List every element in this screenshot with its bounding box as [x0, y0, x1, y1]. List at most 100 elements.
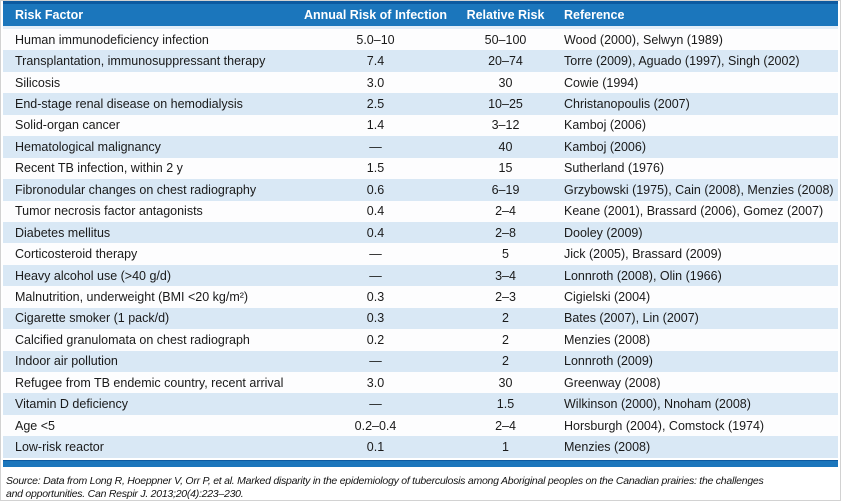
cell-relative-risk: 30 [498, 75, 513, 90]
cell-risk-factor: Low-risk reactor [15, 440, 104, 455]
cell-relative-risk: 1.5 [496, 397, 515, 412]
cell-relative-risk: 2–4 [495, 204, 516, 219]
header-separator [3, 26, 838, 29]
cell-risk-factor: Vitamin D deficiency [15, 397, 129, 412]
cell-reference: Cowie (1994) [564, 75, 639, 90]
cell-risk-factor: End-stage renal disease on hemodialysis [15, 97, 243, 112]
cell-reference: Menzies (2008) [564, 440, 651, 455]
cell-risk-factor: Tumor necrosis factor antagonists [15, 204, 203, 219]
cell-reference: Kamboj (2006) [564, 139, 646, 154]
cell-risk-factor: Heavy alcohol use (>40 g/d) [15, 268, 171, 283]
cell-reference: Keane (2001), Brassard (2006), Gomez (20… [564, 204, 824, 219]
cell-relative-risk: 3–12 [491, 118, 520, 133]
cell-annual-risk: 1.4 [366, 118, 385, 133]
source-note: Source: Data from Long R, Hoeppner V, Or… [1, 467, 840, 500]
table-row: Recent TB infection, within 2 y 1.5 15 Suth… [3, 157, 838, 180]
table-row: Human immunodeficiency infection 5.0–10 50… [3, 29, 838, 51]
column-header-risk-factor: Risk Factor [15, 8, 84, 22]
cell-reference: Grzybowski (1975), Cain (2008), Menzies … [564, 182, 834, 197]
cell-relative-risk: 2 [502, 354, 509, 369]
cell-risk-factor: Calcified granulomata on chest radiograp… [15, 332, 250, 347]
cell-risk-factor: Human immunodeficiency infection [15, 32, 209, 47]
cell-relative-risk: 15 [498, 161, 513, 176]
cell-annual-risk: 0.2–0.4 [354, 418, 397, 433]
table-row: Calcified granulomata on chest radiograp… [3, 329, 838, 351]
cell-risk-factor: Diabetes mellitus [15, 225, 111, 240]
cell-risk-factor: Cigarette smoker (1 pack/d) [15, 311, 170, 326]
cell-reference: Lonnroth (2008), Olin (1966) [564, 268, 722, 283]
cell-relative-risk: 2 [502, 311, 509, 326]
table-body: Human immunodeficiency infection 5.0–10 5 0… [3, 29, 838, 458]
table-row: Solid-organ cancer 1.4 3–12 Kamboj (2006) [3, 114, 838, 137]
table-row: Heavy alcohol use (>40 g/d) — 3–4 Lonnroth … [3, 264, 838, 287]
table-row: Refugee from TB endemic country, recent … [3, 372, 838, 394]
table-row: Cigarette smoker (1 pack/d) 0.3 2 Bates (20… [3, 307, 838, 330]
table-row: Low-risk reactor 0.1 1 Menzies (2008) [3, 436, 838, 458]
table-top-border [3, 1, 838, 4]
cell-risk-factor: Hematological malignancy [15, 139, 161, 154]
cell-relative-risk: 5 [502, 247, 509, 262]
table-row: Corticosteroid therapy — 5 Jick (2005), Bra… [3, 243, 838, 265]
column-header-annual-risk: Annual Risk of Infection [303, 8, 448, 22]
cell-annual-risk: 5.0–10 [356, 32, 395, 47]
cell-reference: Wilkinson (2000), Nnoham (2008) [564, 397, 751, 412]
cell-reference: Torre (2009), Aguado (1997), Singh (2002… [564, 54, 800, 69]
cell-relative-risk: 2–3 [495, 289, 516, 304]
cell-annual-risk: 0.6 [366, 182, 385, 197]
table-row: Malnutrition, underweight (BMI <20 kg/m²… [3, 286, 838, 308]
cell-annual-risk: 0.4 [366, 204, 385, 219]
cell-annual-risk: 1.5 [366, 161, 385, 176]
cell-relative-risk: 3–4 [495, 268, 516, 283]
cell-reference: Cigielski (2004) [564, 289, 651, 304]
table-row: Hematological malignancy — 40 Kamboj (2006) [3, 136, 838, 158]
cell-risk-factor: Solid-organ cancer [15, 118, 120, 133]
source-note-line1: Source: Data from Long R, Hoeppner V, Or… [6, 474, 764, 487]
cell-reference: Dooley (2009) [564, 225, 643, 240]
cell-relative-risk: 2 [502, 332, 509, 347]
cell-annual-risk: 3.0 [366, 75, 385, 90]
cell-reference: Lonnroth (2009) [564, 354, 653, 369]
table-row: Silicosis 3.0 30 Cowie (1994) [3, 71, 838, 94]
table-header-row: Risk Factor Annual Risk of Infection Rel… [3, 4, 838, 26]
cell-annual-risk: 0.4 [366, 225, 385, 240]
cell-reference: Horsburgh (2004), Comstock (1974) [564, 418, 765, 433]
cell-reference: Greenway (2008) [564, 375, 661, 390]
cell-reference: Wood (2000), Selwyn (1989) [564, 32, 723, 47]
table-row: Diabetes mellitus 0.4 2–8 Dooley (2009) [3, 221, 838, 244]
cell-risk-factor: Silicosis [15, 75, 61, 90]
cell-annual-risk: 3.0 [366, 375, 385, 390]
cell-annual-risk: 0.3 [366, 289, 385, 304]
column-header-reference: Reference [564, 8, 625, 22]
cell-reference: Kamboj (2006) [564, 118, 646, 133]
cell-annual-risk: — [369, 139, 382, 154]
cell-annual-risk: — [369, 247, 382, 262]
cell-risk-factor: Fibronodular changes on chest radiograph… [15, 182, 257, 197]
table-row: Indoor air pollution — 2 Lonnroth (2009) [3, 350, 838, 372]
cell-reference: Bates (2007), Lin (2007) [564, 311, 699, 326]
cell-annual-risk: 0.2 [366, 332, 385, 347]
cell-annual-risk: — [369, 268, 382, 283]
cell-relative-risk: 40 [498, 139, 513, 154]
cell-relative-risk: 10–25 [488, 97, 523, 112]
cell-reference: Jick (2005), Brassard (2009) [564, 247, 722, 262]
cell-relative-risk: 1 [502, 440, 509, 455]
cell-relative-risk: 30 [498, 375, 513, 390]
cell-risk-factor: Transplantation, immunosuppressant thera… [15, 54, 266, 69]
source-note-line2: and opportunities. Can Respir J. 2013;20… [6, 487, 244, 500]
cell-risk-factor: Age <5 [15, 418, 55, 433]
cell-relative-risk: 20–74 [488, 54, 523, 69]
cell-annual-risk: 0.3 [366, 311, 385, 326]
cell-risk-factor: Indoor air pollution [15, 354, 118, 369]
cell-annual-risk: 2.5 [366, 97, 385, 112]
cell-annual-risk: 7.4 [366, 54, 385, 69]
cell-relative-risk: 2–4 [495, 418, 516, 433]
table-bottom-border [3, 459, 838, 467]
cell-annual-risk: 0.1 [366, 440, 385, 455]
column-header-relative-risk: Relative Risk [466, 8, 545, 22]
cell-relative-risk: 6–19 [491, 182, 520, 197]
cell-reference: Christanopoulis (2007) [564, 97, 690, 112]
cell-annual-risk: — [369, 397, 382, 412]
table-row: Transplantation, immunosuppressant thera… [3, 50, 838, 72]
table-row: Vitamin D deficiency — 1.5 Wilkinson (2000)… [3, 393, 838, 415]
